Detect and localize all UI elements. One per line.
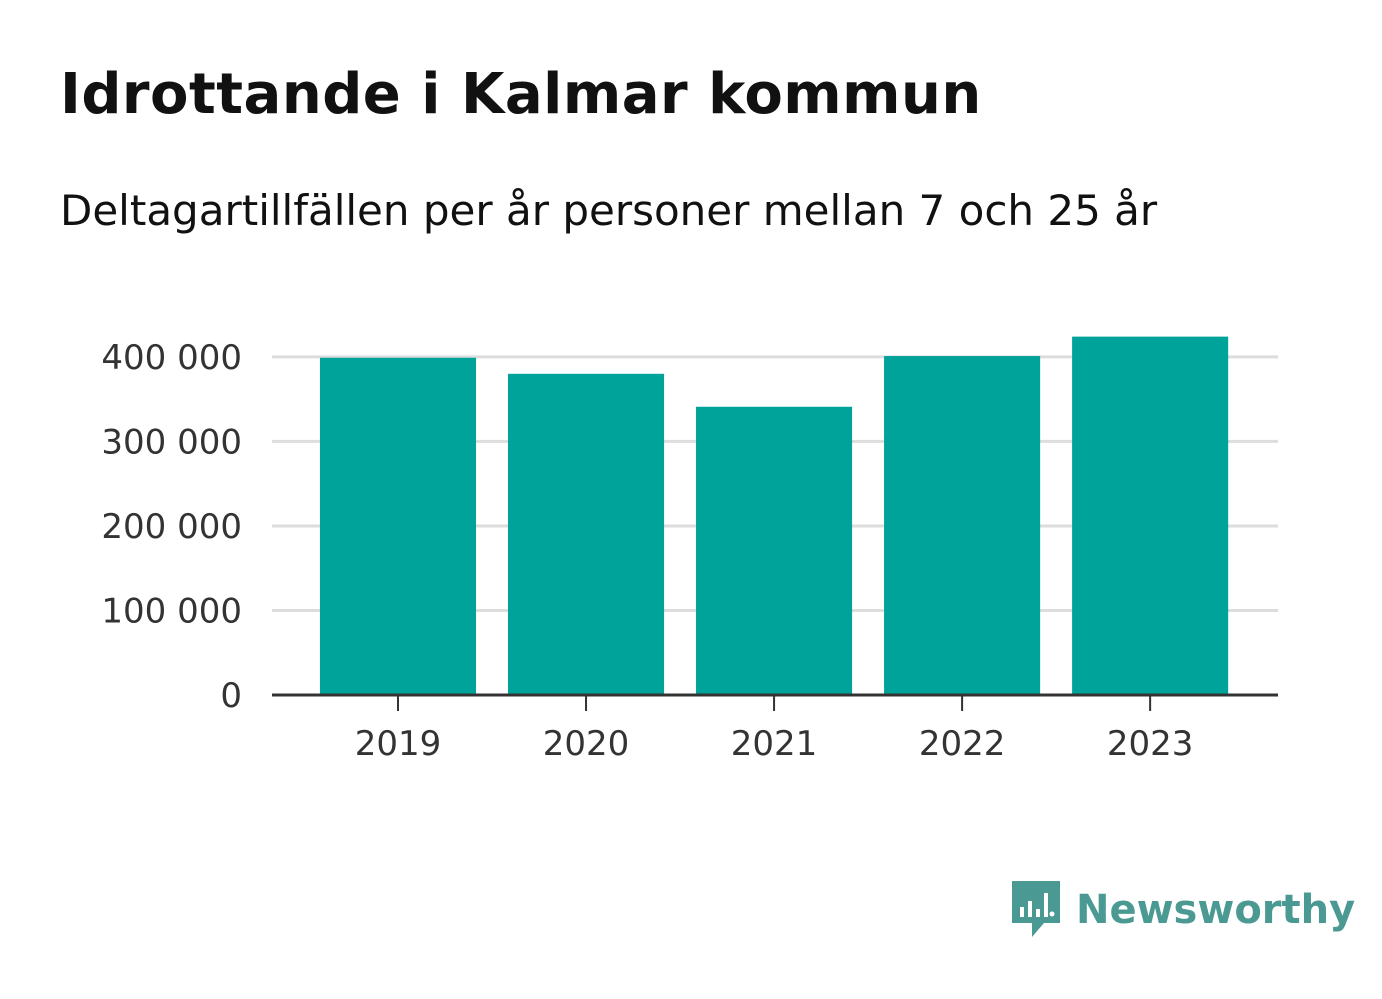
y-tick-label: 100 000	[101, 591, 242, 631]
brand-name: Newsworthy	[1076, 887, 1356, 933]
x-tick-label: 2019	[355, 724, 442, 764]
chart-subtitle: Deltagartillfällen per år personer mella…	[60, 186, 1158, 235]
x-tick-label: 2021	[731, 724, 818, 764]
bar	[696, 406, 853, 695]
bar	[507, 373, 665, 695]
x-tick-label: 2022	[919, 724, 1006, 764]
chart-title: Idrottande i Kalmar kommun	[60, 62, 982, 127]
brand-logo: Newsworthy	[1010, 878, 1355, 942]
bar	[1072, 336, 1229, 695]
y-tick-label: 200 000	[101, 507, 242, 547]
newsworthy-logo-icon	[1012, 881, 1060, 937]
x-tick-label: 2020	[543, 724, 630, 764]
bar	[884, 356, 1041, 695]
y-tick-label: 300 000	[101, 422, 242, 462]
y-tick-label: 0	[220, 676, 242, 716]
y-tick-label: 400 000	[101, 338, 242, 378]
bar	[319, 357, 477, 695]
x-tick-label: 2023	[1107, 724, 1194, 764]
